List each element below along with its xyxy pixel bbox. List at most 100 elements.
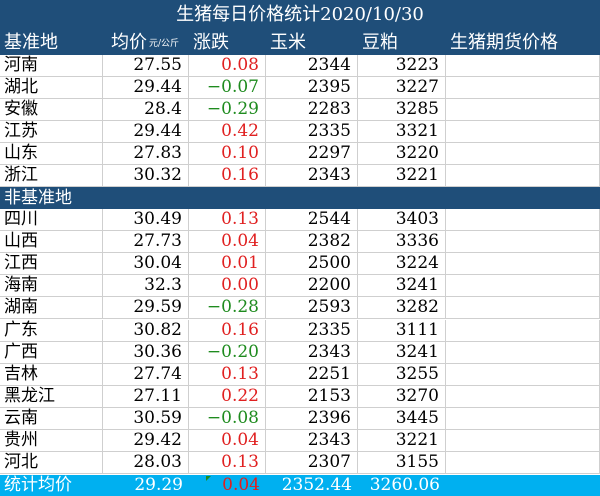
cell-change: 0.10 [189,143,266,165]
cell-region: 湖南 [0,297,103,320]
cell-region: 山东 [0,143,103,165]
cell-corn: 2307 [266,452,358,475]
cell-price: 30.32 [103,165,189,187]
cell-futures [446,363,600,386]
table-row: 山东 27.83 0.10 2297 3220 [0,143,600,165]
header-price-label: 均价 [111,31,147,53]
cell-corn: 2544 [266,209,358,232]
cell-soymeal: 3221 [358,165,446,187]
cell-region: 云南 [0,407,103,430]
cell-region: 河北 [0,452,103,475]
cell-futures [446,319,600,342]
cell-price: 27.74 [103,363,189,386]
table-row: 江苏 29.44 0.42 2335 3321 [0,121,600,143]
cell-change: 0.16 [189,319,266,342]
cell-price: 30.36 [103,341,189,364]
cell-futures [446,99,600,121]
section-non-benchmark: 非基准地 [0,187,600,209]
table-row: 吉林 27.74 0.13 2251 3255 [0,363,600,386]
cell-region: 浙江 [0,165,103,187]
cell-soymeal: 3255 [358,363,446,386]
cell-corn: 2382 [266,231,358,254]
cell-price: 28.03 [103,452,189,475]
cell-futures [446,275,600,298]
cell-price: 27.83 [103,143,189,165]
cell-soymeal: 3221 [358,430,446,453]
cell-price: 29.42 [103,430,189,453]
cell-futures [446,253,600,276]
cell-region: 广东 [0,319,103,342]
header-price-unit: 元/公斤 [149,39,180,49]
cell-region: 江西 [0,253,103,276]
cell-soymeal: 3445 [358,407,446,430]
header-corn: 玉米 [270,31,306,53]
cell-price: 29.59 [103,297,189,320]
cell-region: 江苏 [0,121,103,143]
table-row: 河北 28.03 0.13 2307 3155 [0,452,600,475]
cell-change: 0.00 [189,275,266,298]
header-change: 涨跌 [193,31,229,53]
table-row: 四川 30.49 0.13 2544 3403 [0,209,600,232]
cell-price: 27.55 [103,55,189,77]
cell-corn: 2593 [266,297,358,320]
table-row: 广东 30.82 0.16 2335 3111 [0,319,600,342]
cell-futures [446,452,600,475]
header-region: 基准地 [4,31,58,53]
cell-price: 28.4 [103,99,189,121]
header-price: 均价 元/公斤 [103,30,189,55]
cell-futures [446,143,600,165]
cell-price: 30.59 [103,407,189,430]
cell-soymeal: 3155 [358,452,446,475]
cell-price: 29.44 [103,77,189,99]
cell-corn: 2153 [266,385,358,408]
cell-soymeal: 3403 [358,209,446,232]
table-row: 湖北 29.44 −0.07 2395 3227 [0,77,600,99]
cell-region: 广西 [0,341,103,364]
cell-change: 0.08 [189,55,266,77]
cell-futures [446,430,600,453]
summary-corn: 2352.44 [281,475,352,495]
cell-change: −0.07 [189,77,266,99]
cell-futures [446,231,600,254]
table-row: 海南 32.3 0.00 2200 3241 [0,275,600,298]
table-row: 山西 27.73 0.04 2382 3336 [0,231,600,254]
summary-change: 0.04 [222,475,260,495]
cell-change: 0.42 [189,121,266,143]
table-title: 生猪每日价格统计2020/10/30 [0,0,600,30]
cell-corn: 2200 [266,275,358,298]
cell-futures [446,341,600,364]
cell-price: 27.73 [103,231,189,254]
cell-futures [446,297,600,320]
summary-price: 29.29 [134,475,183,495]
cell-change: −0.29 [189,99,266,121]
cell-price: 30.82 [103,319,189,342]
cell-change: 0.13 [189,363,266,386]
cell-corn: 2335 [266,121,358,143]
cell-futures [446,165,600,187]
cell-change: 0.04 [189,430,266,453]
cell-corn: 2283 [266,99,358,121]
cell-corn: 2251 [266,363,358,386]
cell-corn: 2343 [266,165,358,187]
table-row: 浙江 30.32 0.16 2343 3221 [0,165,600,187]
cell-futures [446,121,600,143]
cell-price: 30.49 [103,209,189,232]
cell-price: 32.3 [103,275,189,298]
summary-futures [446,475,600,496]
cell-corn: 2343 [266,341,358,364]
summary-soymeal: 3260.06 [369,475,440,495]
summary-row: 统计均价 29.29 0.04 2352.44 3260.06 [0,475,600,496]
cell-futures [446,385,600,408]
cell-soymeal: 3227 [358,77,446,99]
cell-price: 30.04 [103,253,189,276]
cell-region: 河南 [0,55,103,77]
cell-soymeal: 3220 [358,143,446,165]
cell-change: 0.22 [189,385,266,408]
cell-soymeal: 3224 [358,253,446,276]
cell-corn: 2343 [266,430,358,453]
table-row: 黑龙江 27.11 0.22 2153 3270 [0,385,600,408]
table-row: 河南 27.55 0.08 2344 3223 [0,55,600,77]
cell-soymeal: 3321 [358,121,446,143]
cell-change: −0.08 [189,407,266,430]
